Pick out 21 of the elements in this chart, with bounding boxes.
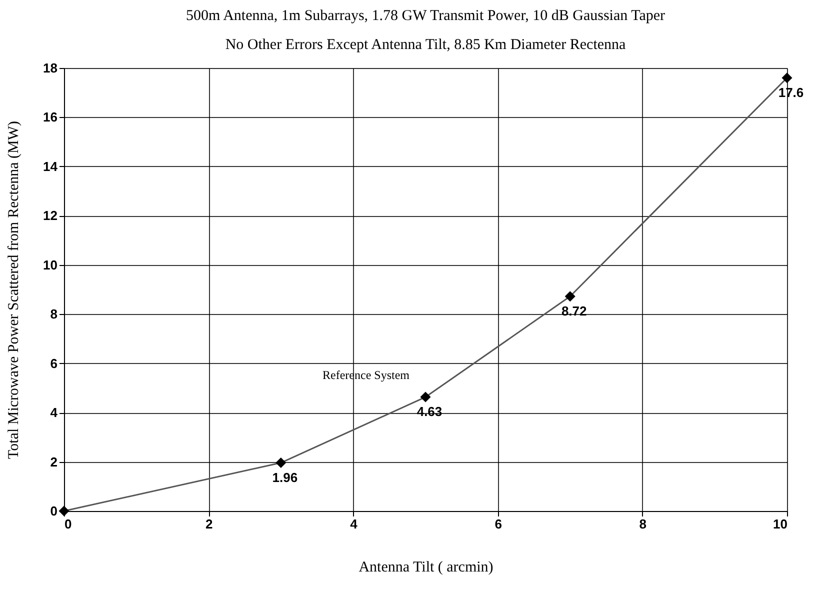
x-axis-title: Antenna Tilt ( arcmin) bbox=[358, 560, 494, 576]
y-tick-label: 4 bbox=[50, 405, 58, 420]
x-tick-label: 8 bbox=[639, 516, 647, 532]
y-tick-label: 0 bbox=[50, 504, 58, 518]
y-axis-title: Total Microwave Power Scattered from Rectenna (MW) bbox=[6, 121, 22, 459]
data-label: 1.96 bbox=[272, 470, 298, 485]
x-tick-label: 4 bbox=[350, 516, 358, 532]
chart-title: 500m Antenna, 1m Subarrays, 1.78 GW Transmit Power, 10 dB Gaussian Taper bbox=[186, 8, 666, 24]
y-tick-label: 6 bbox=[50, 356, 58, 371]
y-tick-label: 8 bbox=[50, 306, 58, 322]
x-tick-label: 0 bbox=[64, 516, 72, 532]
y-tick-label: 12 bbox=[43, 208, 58, 224]
x-tick-label: 2 bbox=[205, 516, 213, 532]
x-tick-label: 10 bbox=[773, 516, 788, 532]
y-tick-label: 14 bbox=[43, 158, 58, 174]
y-tick-label: 2 bbox=[50, 454, 58, 470]
y-tick-label: 16 bbox=[43, 110, 58, 125]
y-tick-label: 18 bbox=[43, 60, 58, 76]
x-tick-label: 6 bbox=[494, 516, 502, 532]
y-tick-label: 10 bbox=[43, 257, 58, 272]
chart-subtitle: No Other Errors Except Antenna Tilt, 8.85 Km Diameter Rectenna bbox=[225, 37, 626, 53]
